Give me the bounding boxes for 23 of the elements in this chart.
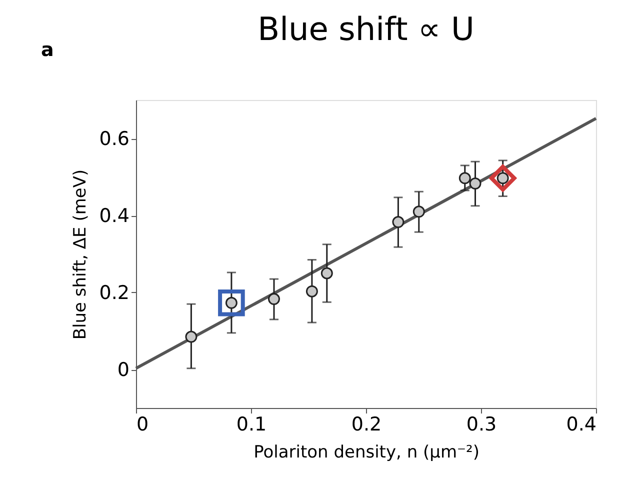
y-tick-label: 0.6 xyxy=(99,128,130,150)
point xyxy=(469,178,482,190)
x-axis-title: Polariton density, n (μm⁻²) xyxy=(254,442,480,462)
chart-title: Blue shift ∝ U xyxy=(258,10,474,48)
point xyxy=(320,267,333,280)
text: a xyxy=(41,39,54,61)
y-tick-label: 0.4 xyxy=(99,205,130,227)
x-tick-label: 0.2 xyxy=(351,414,382,436)
point xyxy=(458,172,471,184)
point xyxy=(306,285,318,298)
x-tick-label: 0.3 xyxy=(466,414,497,436)
x-tick-label: 0.1 xyxy=(236,414,267,436)
point xyxy=(489,164,516,192)
point xyxy=(218,289,245,316)
x-tick-label: 0 xyxy=(136,414,149,436)
y-tick-label: 0 xyxy=(117,359,130,381)
point xyxy=(185,330,198,343)
y-tick-label: 0.2 xyxy=(99,282,130,304)
point xyxy=(412,206,425,218)
x-tick-label: 0.4 xyxy=(566,414,596,436)
point xyxy=(392,216,404,228)
y-axis-title: Blue shift, ΔE (meV) xyxy=(70,169,90,340)
point xyxy=(268,293,280,306)
